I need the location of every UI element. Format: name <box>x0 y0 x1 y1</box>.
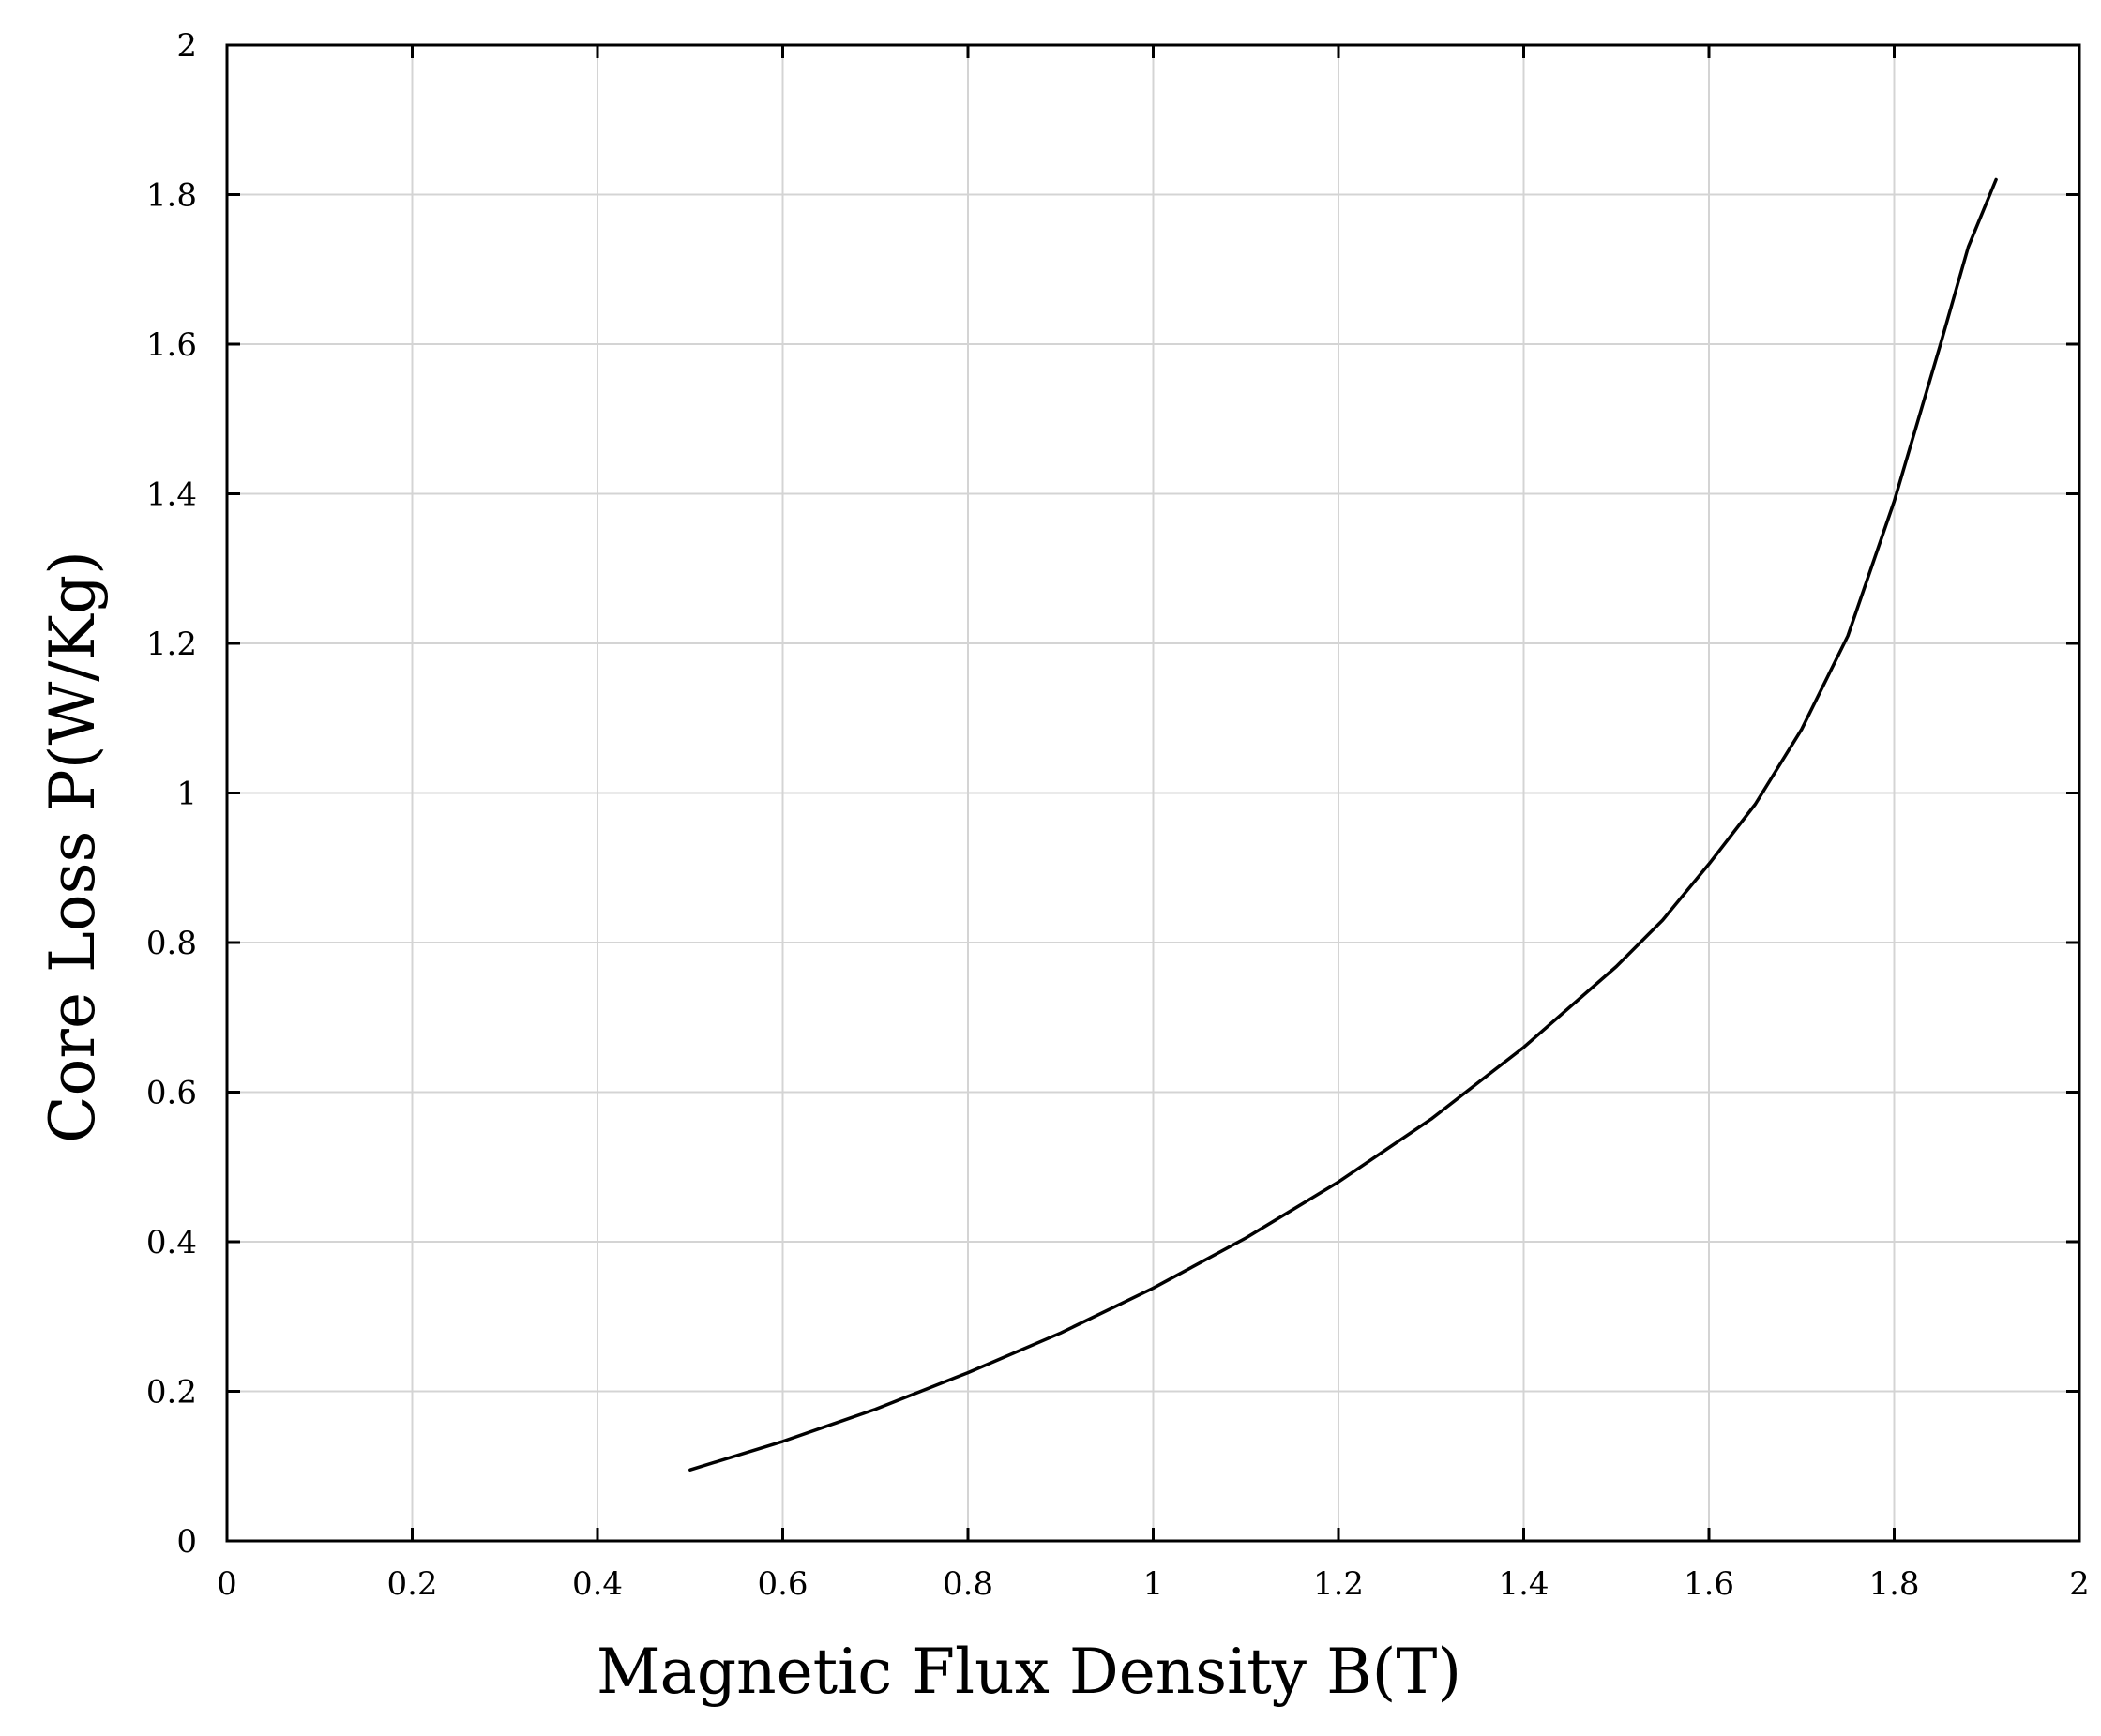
x-tick-labels: 0 0.2 0.4 0.6 0.8 1 1.2 1.4 1.6 1.8 2 <box>217 1565 2090 1603</box>
x-tick-label: 1 <box>1143 1565 1164 1603</box>
series-line <box>688 177 1998 1472</box>
x-tick-label: 0.2 <box>386 1565 437 1603</box>
y-tick-label: 0.4 <box>146 1224 197 1261</box>
y-tick-labels: 0 0.2 0.4 0.6 0.8 1 1.2 1.4 1.6 1.8 2 <box>146 27 197 1561</box>
x-tick-label: 0 <box>217 1565 237 1603</box>
y-tick-label: 1.4 <box>146 476 197 514</box>
y-tick-label: 1.2 <box>146 626 197 663</box>
y-tick-label: 0.8 <box>146 925 197 962</box>
y-tick-label: 2 <box>176 27 197 65</box>
x-tick-label: 1.2 <box>1313 1565 1364 1603</box>
y-axis-title: Core Loss P(W/Kg) <box>37 551 109 1143</box>
x-tick-label: 1.4 <box>1498 1565 1549 1603</box>
y-tick-label: 0.6 <box>146 1075 197 1112</box>
series-lines <box>688 177 1998 1472</box>
x-tick-label: 1.8 <box>1868 1565 1919 1603</box>
x-axis-title: Magnetic Flux Density B(T) <box>597 1636 1461 1708</box>
x-tick-label: 0.4 <box>572 1565 623 1603</box>
plot-frame <box>225 43 2081 1543</box>
y-tick-label: 1.6 <box>146 326 197 364</box>
y-tick-label: 1 <box>176 776 197 813</box>
x-tick-label: 1.6 <box>1684 1565 1734 1603</box>
x-tick-label: 0.8 <box>943 1565 993 1603</box>
x-tick-label: 2 <box>2069 1565 2090 1603</box>
y-tick-label: 1.8 <box>146 177 197 215</box>
y-tick-label: 0.2 <box>146 1374 197 1411</box>
y-tick-label: 0 <box>176 1523 197 1561</box>
x-tick-label: 0.6 <box>757 1565 808 1603</box>
